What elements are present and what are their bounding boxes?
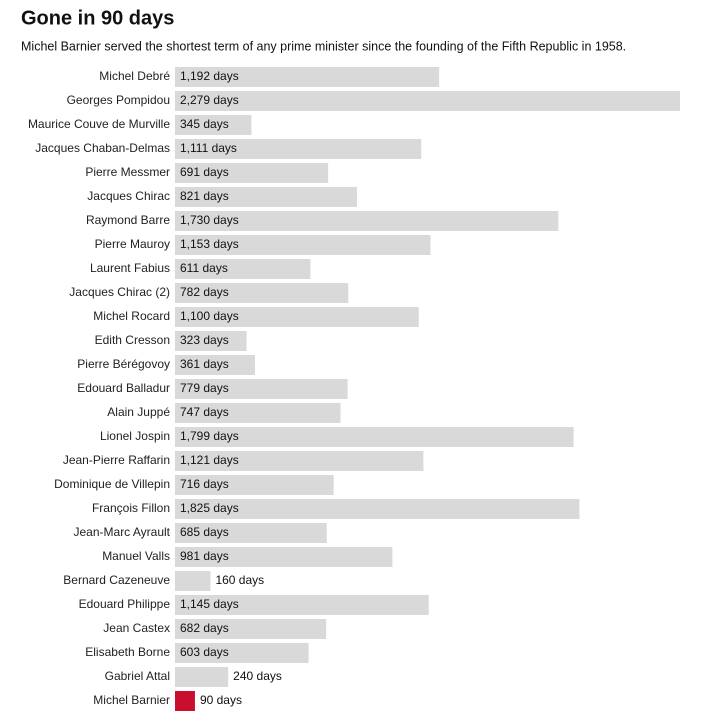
- bar: [175, 475, 334, 495]
- value-label: 691 days: [180, 165, 229, 179]
- category-label: Edith Cresson: [95, 333, 170, 347]
- value-label: 2,279 days: [180, 93, 239, 107]
- category-label: Jacques Chirac (2): [69, 285, 170, 299]
- chart-title: Gone in 90 days: [21, 7, 174, 29]
- category-label: Jean Castex: [103, 621, 170, 635]
- bar: [175, 571, 211, 591]
- category-label: Pierre Mauroy: [95, 237, 170, 251]
- value-label: 1,192 days: [180, 69, 239, 83]
- bar: [175, 523, 327, 543]
- bar: [175, 667, 229, 687]
- value-label: 682 days: [180, 621, 229, 635]
- value-label: 1,825 days: [180, 501, 239, 515]
- value-label: 1,799 days: [180, 429, 239, 443]
- bar: [175, 595, 429, 615]
- bar: [175, 163, 329, 183]
- value-label: 779 days: [180, 381, 229, 395]
- bar: [175, 307, 419, 327]
- category-label: Edouard Philippe: [79, 597, 171, 611]
- value-label: 323 days: [180, 333, 229, 347]
- category-label: Jacques Chirac: [87, 189, 170, 203]
- category-label: Dominique de Villepin: [54, 477, 170, 491]
- value-label: 981 days: [180, 549, 229, 563]
- category-label: Pierre Bérégovoy: [77, 357, 170, 371]
- bar: [175, 283, 349, 303]
- chart-subtitle: Michel Barnier served the shortest term …: [21, 39, 626, 53]
- bar: [175, 451, 424, 471]
- category-label: Georges Pompidou: [67, 93, 170, 107]
- value-label: 160 days: [215, 573, 264, 587]
- bar: [175, 547, 393, 567]
- bar: [175, 139, 422, 159]
- value-label: 685 days: [180, 525, 229, 539]
- category-label: Bernard Cazeneuve: [63, 573, 170, 587]
- value-label: 716 days: [180, 477, 229, 491]
- category-label: Elisabeth Borne: [85, 645, 170, 659]
- category-label: Lionel Jospin: [100, 429, 170, 443]
- bar: [175, 499, 580, 519]
- value-label: 611 days: [180, 261, 228, 275]
- value-label: 1,730 days: [180, 213, 239, 227]
- bar: [175, 91, 680, 111]
- value-label: 1,121 days: [180, 453, 239, 467]
- bar: [175, 187, 357, 207]
- category-label: Alain Juppé: [107, 405, 170, 419]
- category-label: Laurent Fabius: [90, 261, 170, 275]
- value-label: 240 days: [233, 669, 282, 683]
- bar: [175, 643, 309, 663]
- value-label: 361 days: [180, 357, 229, 371]
- bar: [175, 355, 255, 375]
- category-label: Jean-Marc Ayrault: [74, 525, 171, 539]
- value-label: 1,145 days: [180, 597, 239, 611]
- category-label: Michel Debré: [99, 69, 170, 83]
- bar: [175, 619, 327, 639]
- bar: [175, 331, 247, 351]
- value-label: 782 days: [180, 285, 229, 299]
- category-label: François Fillon: [92, 501, 170, 515]
- value-label: 603 days: [180, 645, 229, 659]
- value-label: 345 days: [180, 117, 229, 131]
- value-label: 821 days: [180, 189, 229, 203]
- bar: [175, 67, 440, 87]
- category-label: Edouard Balladur: [77, 381, 170, 395]
- bar: [175, 427, 574, 447]
- bar: [175, 259, 311, 279]
- category-label: Manuel Valls: [102, 549, 170, 563]
- bar: [175, 379, 348, 399]
- category-label: Maurice Couve de Murville: [28, 117, 170, 131]
- value-label: 1,100 days: [180, 309, 239, 323]
- bar: [175, 211, 559, 231]
- bar: [175, 235, 431, 255]
- value-label: 1,153 days: [180, 237, 239, 251]
- category-label: Jacques Chaban-Delmas: [35, 141, 170, 155]
- value-label: 90 days: [200, 693, 242, 707]
- category-label: Michel Barnier: [93, 693, 170, 707]
- category-label: Michel Rocard: [93, 309, 170, 323]
- category-label: Gabriel Attal: [105, 669, 170, 683]
- category-label: Raymond Barre: [86, 213, 170, 227]
- category-label: Jean-Pierre Raffarin: [63, 453, 170, 467]
- value-label: 747 days: [180, 405, 229, 419]
- bar: [175, 115, 252, 135]
- value-label: 1,111 days: [180, 141, 237, 155]
- bar: [175, 691, 195, 711]
- category-label: Pierre Messmer: [85, 165, 170, 179]
- bar: [175, 403, 341, 423]
